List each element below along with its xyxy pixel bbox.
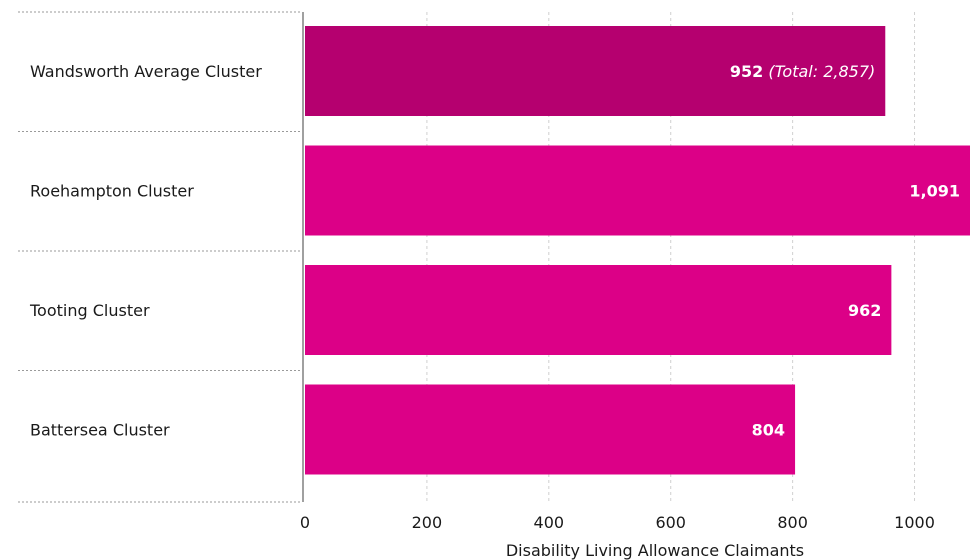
x-tick-label: 200 bbox=[412, 513, 443, 532]
bar-value: 804 bbox=[752, 421, 785, 440]
bar-value-label: 962 bbox=[848, 301, 881, 320]
bar bbox=[305, 145, 970, 236]
bar bbox=[305, 384, 796, 475]
x-axis-tick-labels: 0 200 400 600 800 1000 bbox=[300, 513, 935, 532]
category-label: Roehampton Cluster bbox=[30, 182, 194, 201]
category-separators bbox=[18, 11, 300, 503]
bar-value-label: 1,091 bbox=[909, 182, 960, 201]
x-tick-label: 0 bbox=[300, 513, 310, 532]
bar-value-label: 804 bbox=[752, 421, 785, 440]
x-tick-label: 400 bbox=[534, 513, 565, 532]
bar-value: 962 bbox=[848, 301, 881, 320]
bar-value-label: 952 (Total: 2,857) bbox=[730, 62, 875, 81]
bar-value: 1,091 bbox=[909, 182, 960, 201]
x-tick-label: 600 bbox=[655, 513, 686, 532]
category-label: Wandsworth Average Cluster bbox=[30, 62, 262, 81]
bar-value: 952 bbox=[730, 62, 763, 81]
x-axis-title: Disability Living Allowance Claimants bbox=[506, 541, 804, 560]
bar-value-note: (Total: 2,857) bbox=[763, 62, 875, 81]
category-label: Tooting Cluster bbox=[29, 301, 150, 320]
bar bbox=[305, 26, 886, 116]
category-label: Battersea Cluster bbox=[30, 421, 170, 440]
x-tick-label: 1000 bbox=[894, 513, 935, 532]
x-tick-label: 800 bbox=[777, 513, 808, 532]
category-labels: Wandsworth Average Cluster Roehampton Clu… bbox=[29, 62, 262, 440]
bar bbox=[305, 265, 892, 355]
bar-value-labels: 952 (Total: 2,857) 1,091 962 804 bbox=[730, 62, 960, 440]
bars bbox=[305, 26, 970, 475]
